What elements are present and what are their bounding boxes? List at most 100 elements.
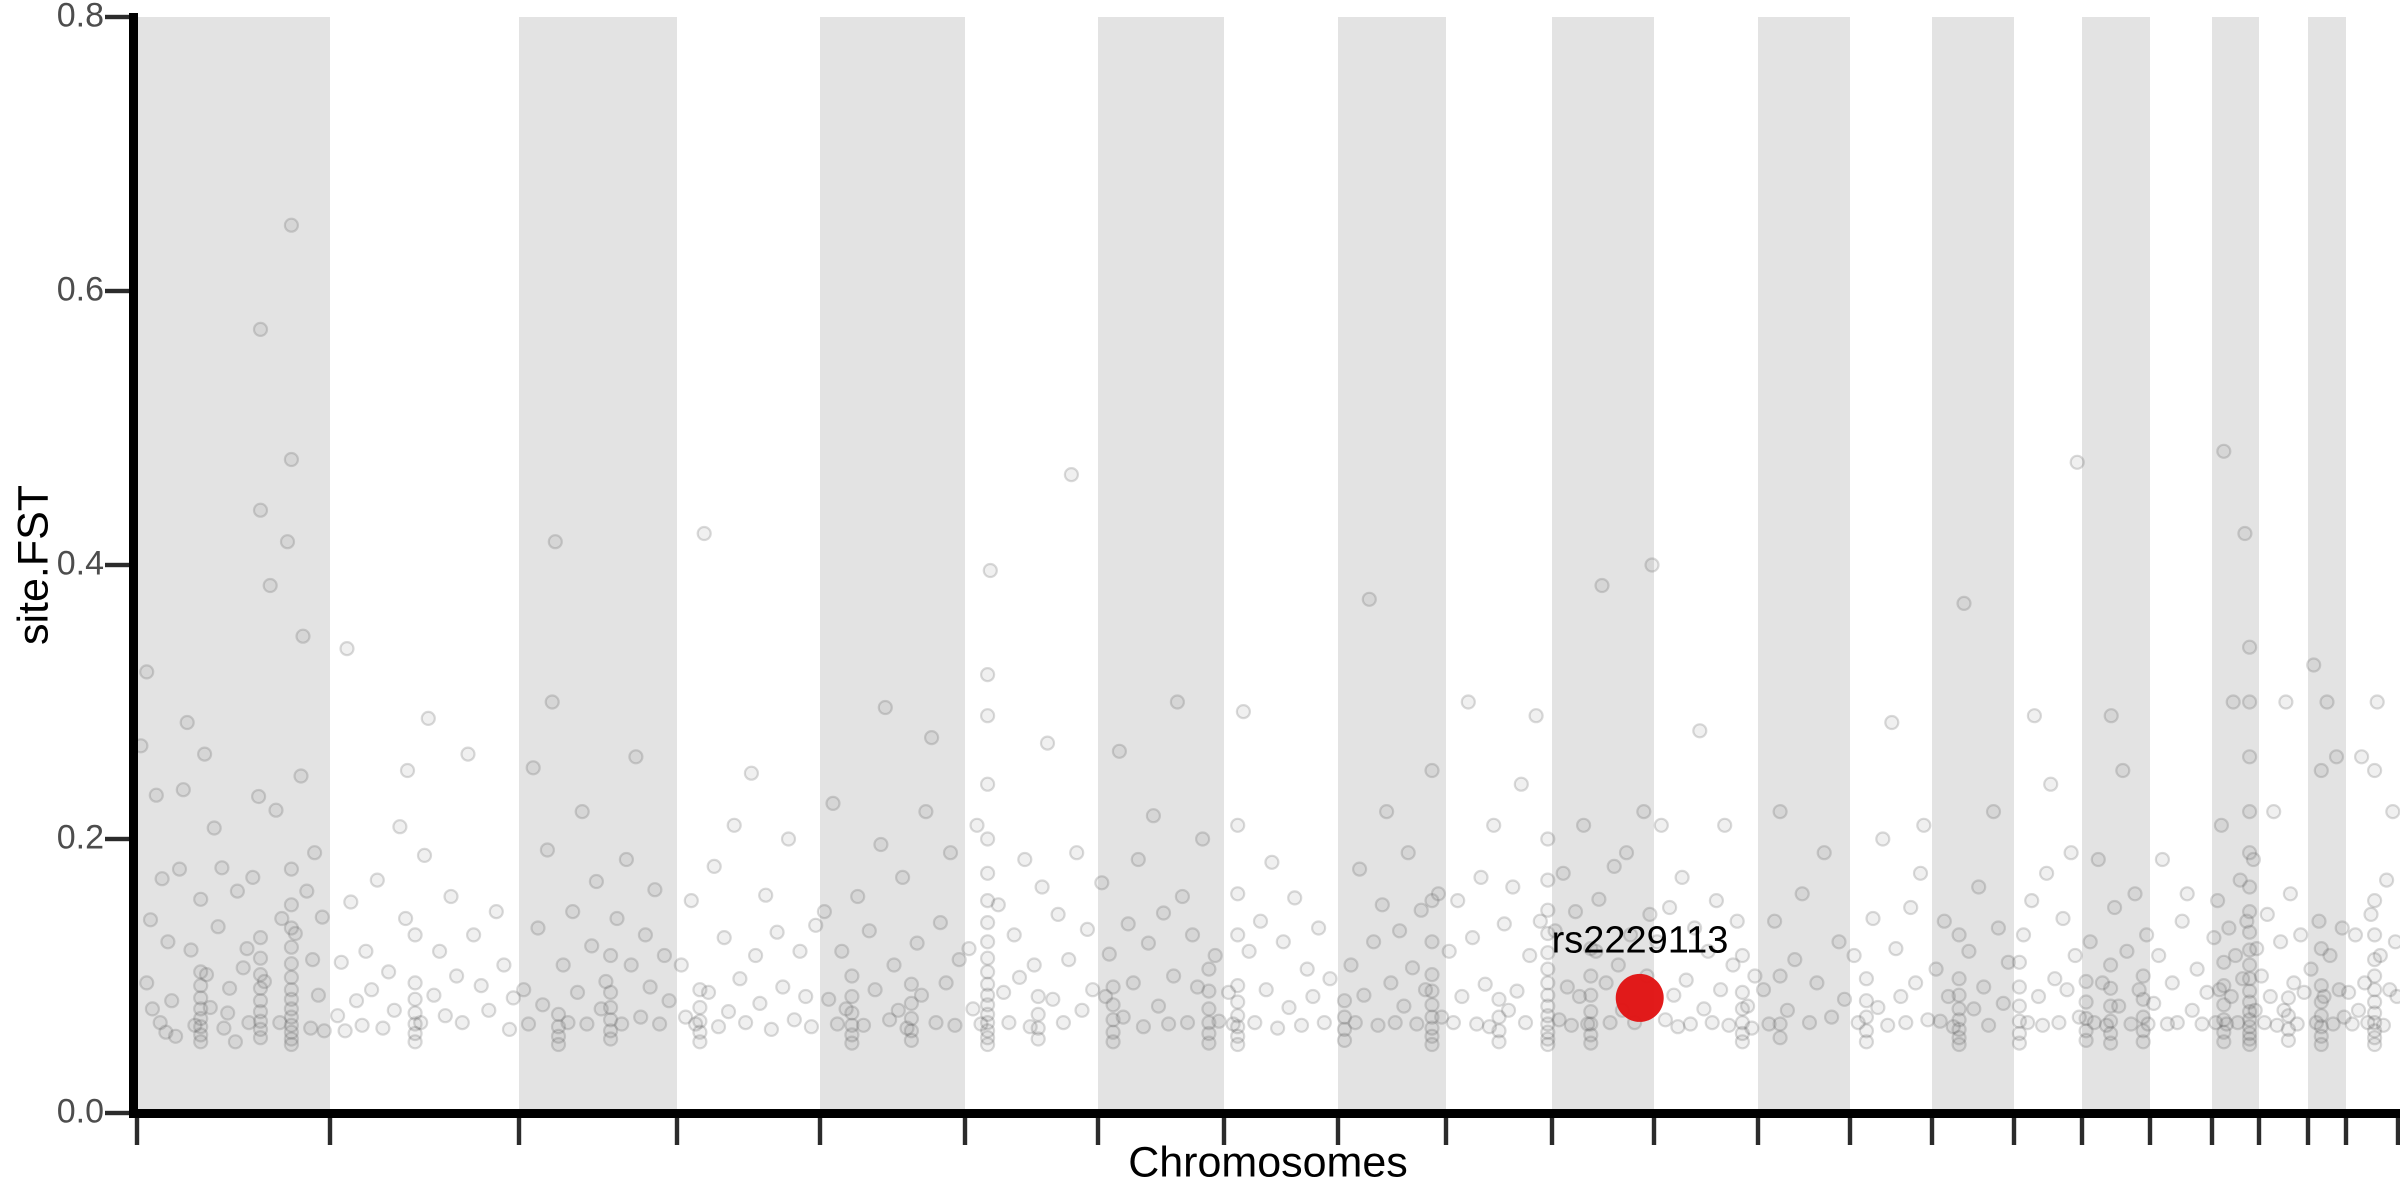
data-point — [381, 964, 397, 980]
data-point — [1509, 983, 1525, 999]
data-point — [1540, 831, 1556, 847]
data-point — [982, 562, 998, 579]
data-point — [1674, 869, 1690, 886]
data-point — [1559, 979, 1575, 995]
data-point — [283, 1017, 299, 1033]
data-point — [1235, 703, 1252, 720]
data-point — [2047, 971, 2063, 987]
data-point — [1787, 951, 1803, 968]
data-point — [1729, 913, 1745, 929]
data-point — [602, 984, 619, 1001]
data-point — [1532, 913, 1548, 929]
data-point — [1017, 851, 1033, 868]
data-point — [584, 938, 600, 954]
data-point — [1454, 988, 1470, 1005]
data-point — [399, 762, 416, 779]
data-point — [720, 1003, 737, 1020]
data-point — [1094, 875, 1110, 891]
data-point — [2216, 997, 2232, 1013]
data-point — [2086, 1014, 2102, 1031]
chromosome-band — [137, 17, 330, 1109]
data-point — [844, 1035, 860, 1051]
data-point — [2011, 954, 2028, 970]
data-point — [2367, 1014, 2383, 1031]
data-point — [239, 940, 255, 957]
data-point — [1836, 991, 1853, 1007]
data-point — [1486, 817, 1502, 833]
data-point — [2098, 1017, 2115, 1033]
data-point — [252, 1003, 269, 1020]
data-point — [1230, 1008, 1246, 1024]
data-point — [283, 897, 299, 913]
data-point — [1540, 902, 1556, 918]
data-point — [1858, 971, 1875, 987]
data-point — [979, 997, 996, 1013]
data-point — [1945, 1019, 1961, 1035]
data-point — [1269, 1020, 1286, 1036]
data-point — [2011, 998, 2028, 1014]
data-point — [979, 892, 996, 909]
data-point — [692, 982, 708, 998]
data-point — [2308, 1014, 2324, 1031]
data-point — [496, 957, 512, 973]
data-point — [1111, 743, 1128, 759]
data-point — [951, 951, 967, 968]
data-point — [844, 968, 860, 984]
data-point — [2213, 817, 2229, 833]
data-point — [2111, 998, 2127, 1014]
data-point — [1079, 921, 1096, 938]
data-point — [2159, 1016, 2175, 1032]
x-tick — [1651, 1118, 1657, 1145]
data-point — [1823, 1009, 1840, 1025]
data-point — [426, 987, 442, 1003]
data-point — [1424, 934, 1440, 950]
data-point — [683, 892, 699, 909]
chromosome-band — [2308, 17, 2346, 1109]
data-point — [899, 1020, 915, 1036]
data-point — [1583, 1027, 1599, 1043]
data-point — [803, 1019, 820, 1035]
data-point — [588, 873, 605, 890]
data-point — [1858, 1023, 1875, 1039]
data-point — [979, 1036, 996, 1053]
data-point — [1571, 988, 1588, 1005]
data-point — [139, 975, 155, 991]
data-point — [1563, 1017, 1580, 1033]
data-point — [2123, 1016, 2139, 1032]
data-point — [633, 1009, 649, 1025]
data-point — [1725, 957, 1741, 973]
data-point — [398, 910, 414, 927]
data-point — [1460, 694, 1476, 710]
data-point — [1101, 946, 1117, 962]
data-point — [2336, 1009, 2352, 1025]
data-point — [780, 831, 797, 847]
data-point — [844, 1017, 860, 1033]
data-point — [1540, 987, 1556, 1003]
data-point — [183, 942, 199, 958]
data-point — [2367, 1023, 2383, 1039]
data-point — [2278, 694, 2294, 710]
data-point — [1160, 1016, 1177, 1032]
data-point — [1491, 1023, 1507, 1039]
highlight-point — [1615, 973, 1664, 1022]
data-point — [252, 1013, 269, 1029]
data-point — [1424, 1028, 1440, 1044]
data-point — [1006, 927, 1022, 943]
data-point — [1230, 1036, 1246, 1053]
data-point — [2360, 1014, 2376, 1031]
data-point — [1583, 1003, 1599, 1020]
data-point — [792, 943, 808, 959]
data-point — [1299, 961, 1315, 977]
data-point — [413, 1014, 429, 1031]
data-point — [979, 964, 996, 980]
data-point — [1174, 888, 1191, 905]
data-point — [2139, 927, 2155, 943]
data-point — [844, 1027, 860, 1043]
data-point — [1026, 957, 1042, 973]
data-point — [1865, 910, 1881, 927]
data-point — [1567, 903, 1584, 920]
data-point — [2135, 991, 2151, 1007]
data-point — [193, 964, 209, 980]
data-point — [168, 1028, 184, 1044]
data-point — [1322, 971, 1338, 987]
